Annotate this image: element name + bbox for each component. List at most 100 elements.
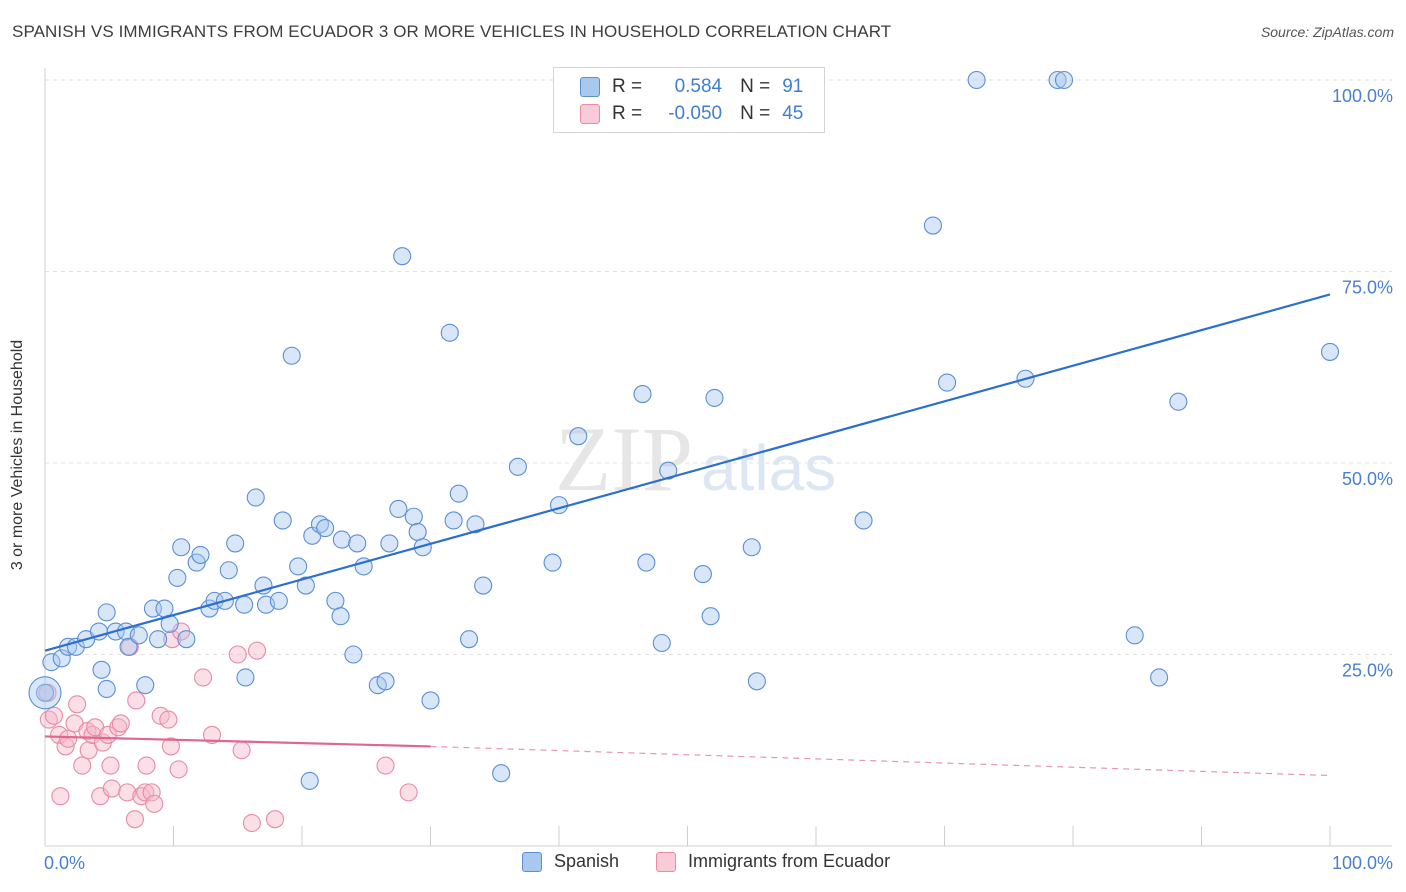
- ecuador-point: [194, 668, 213, 687]
- ecuador-point: [399, 783, 418, 802]
- spanish-point: [136, 676, 155, 695]
- ecuador-point: [232, 741, 251, 760]
- ecuador-swatch: [580, 104, 600, 124]
- ecuador-point: [242, 813, 261, 833]
- spanish-point: [938, 373, 957, 392]
- spanish-point: [236, 668, 255, 687]
- y-tick-label: 75.0%: [1342, 278, 1393, 298]
- spanish-point: [444, 511, 463, 530]
- ecuador-point: [376, 756, 395, 775]
- spanish-point: [296, 576, 315, 595]
- watermark-atlas: atlas: [701, 432, 836, 504]
- spanish-point: [440, 323, 459, 342]
- spanish-point: [269, 591, 288, 610]
- spanish-swatch: [580, 77, 600, 97]
- spanish-point: [449, 484, 468, 503]
- spanish-point: [1054, 70, 1074, 90]
- spanish-point: [967, 70, 986, 90]
- ecuador-point: [68, 695, 87, 714]
- ecuador-point: [101, 756, 120, 775]
- tick-labels: 25.0% 50.0% 75.0% 100.0% 0.0% 100.0%: [44, 86, 1393, 873]
- spanish-point: [348, 534, 367, 553]
- spanish-point: [747, 672, 766, 691]
- spanish-point: [246, 488, 265, 507]
- spanish-point: [637, 553, 656, 572]
- y-tick-label: 25.0%: [1342, 661, 1393, 681]
- spanish-point: [52, 649, 71, 668]
- n-value: 45: [782, 103, 804, 124]
- spanish-point: [119, 637, 138, 656]
- spanish-point: [569, 427, 588, 446]
- spanish-point: [705, 388, 724, 407]
- spanish-point: [380, 534, 399, 553]
- spanish-point: [1048, 70, 1067, 90]
- r-value: 0.584: [674, 76, 723, 97]
- chart-title: SPANISH VS IMMIGRANTS FROM ECUADOR 3 OR …: [12, 22, 892, 41]
- spanish-point: [408, 522, 427, 541]
- ecuador-point: [137, 756, 156, 775]
- spanish-point: [474, 576, 493, 595]
- spanish-point: [177, 630, 196, 649]
- n-label: N =: [740, 103, 771, 124]
- spanish-point: [652, 633, 671, 653]
- ecuador-point: [247, 641, 267, 660]
- ecuador-point: [44, 706, 64, 725]
- spanish-point: [332, 530, 351, 549]
- gridlines: [45, 79, 1392, 655]
- spanish-point: [659, 461, 678, 480]
- x-tick-label: 100.0%: [1332, 853, 1393, 873]
- spanish-point: [42, 653, 61, 672]
- ecuador-point: [169, 760, 188, 779]
- ecuador-point: [50, 725, 69, 744]
- ecuador-point: [102, 779, 121, 798]
- spanish-point: [459, 630, 479, 649]
- ecuador-point: [59, 729, 78, 748]
- n-value: 91: [782, 76, 804, 97]
- r-value: -0.050: [668, 103, 723, 124]
- spanish-point: [693, 565, 712, 584]
- spanish-point: [854, 511, 873, 530]
- spanish-point: [492, 764, 511, 783]
- correlation-legend: R = 0.584 N = 91 R = -0.050 N = 45: [553, 67, 825, 133]
- spanish-point: [97, 679, 116, 699]
- spanish-point: [326, 591, 345, 610]
- watermark: ZIP atlas: [555, 408, 836, 510]
- bottom-legend-ecuador: Immigrants from Ecuador: [656, 851, 890, 872]
- ecuador-point: [51, 787, 70, 806]
- legend-row-ecuador: R = -0.050 N = 45: [580, 101, 803, 127]
- spanish-point: [376, 672, 395, 691]
- spanish-point: [421, 691, 440, 710]
- spanish-point: [1169, 392, 1188, 411]
- spanish-point: [1125, 626, 1144, 645]
- ecuador-point: [203, 725, 222, 744]
- n-label: N =: [740, 76, 771, 97]
- spanish-point: [633, 385, 652, 404]
- spanish-point: [97, 603, 116, 622]
- ecuador-point: [142, 783, 161, 802]
- spanish-point: [149, 630, 168, 649]
- ecuador-point: [265, 810, 285, 829]
- spanish-point: [172, 538, 191, 557]
- ecuador-point: [125, 810, 144, 829]
- spanish-point: [92, 660, 111, 679]
- ecuador-point: [79, 741, 98, 760]
- spanish-trend-line: [44, 293, 1331, 652]
- spanish-point: [129, 626, 148, 645]
- spanish-point: [316, 519, 335, 538]
- spanish-point: [1320, 342, 1340, 361]
- ecuador-point: [145, 794, 164, 813]
- spanish-point: [191, 545, 210, 564]
- spanish-swatch: [522, 851, 542, 872]
- ecuador-point: [73, 756, 92, 775]
- spanish-point: [273, 511, 292, 530]
- spanish-point: [701, 607, 720, 626]
- spanish-point: [543, 553, 562, 572]
- ecuador-trend-extension: [430, 745, 1331, 777]
- y-tick-label: 50.0%: [1342, 469, 1393, 489]
- spanish-point: [235, 595, 254, 614]
- ecuador-point: [118, 783, 137, 802]
- spanish-point: [549, 496, 569, 515]
- ecuador-point: [159, 710, 178, 729]
- ecuador-swatch: [656, 851, 676, 872]
